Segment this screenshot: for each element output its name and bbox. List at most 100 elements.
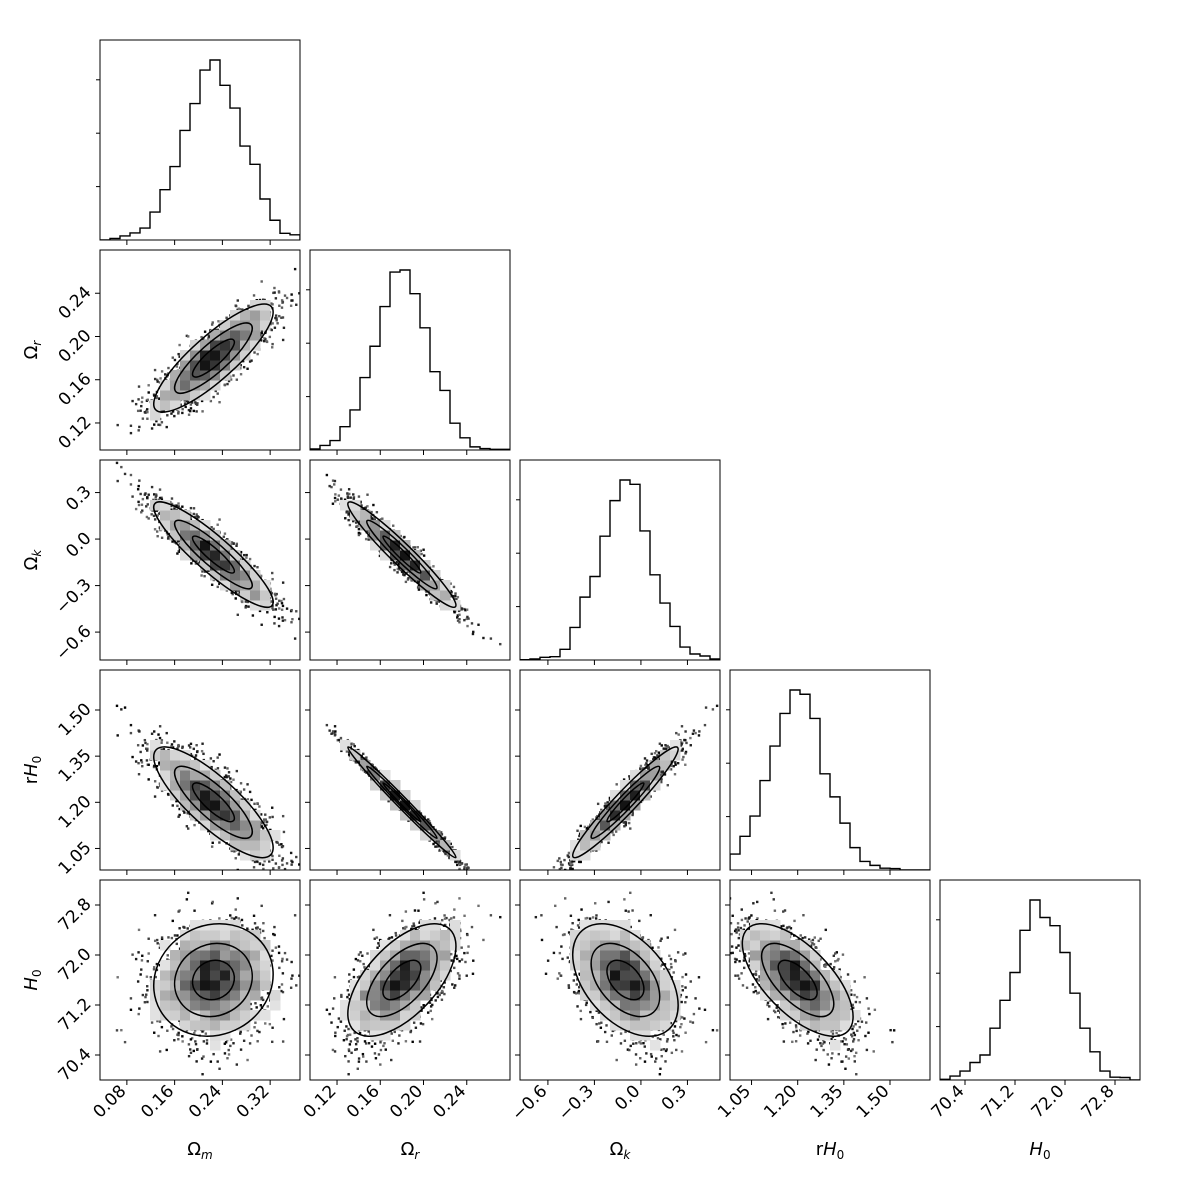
density-cell [220,370,231,381]
sample-point [150,513,153,516]
sample-point [173,507,176,510]
sample-point [154,496,157,499]
sample-point [281,619,285,622]
sample-point [275,603,278,607]
sample-point [192,507,196,510]
sample-point [141,417,145,420]
sample-point [197,515,200,519]
sample-point [210,583,214,586]
sample-point [170,508,173,511]
density-cell [240,580,251,591]
y-tick-label: 0.24 [55,283,96,324]
density-cell [220,360,231,371]
sample-point [295,303,298,306]
sample-point [197,562,200,565]
sample-point [155,509,159,512]
density-cell [210,560,221,571]
sample-point [189,403,193,406]
sample-point [470,622,474,625]
sample-point [209,399,213,403]
sample-point [263,337,266,340]
sample-point [195,410,198,413]
sample-point [178,548,182,552]
density-cell [170,530,181,541]
sample-point [153,509,157,512]
sample-point [175,365,179,368]
sample-point [212,527,215,531]
sample-point [268,335,272,339]
sample-point [234,597,237,600]
density-cell [180,360,191,371]
sample-point [348,523,352,527]
sample-point [271,607,274,610]
sample-point [274,594,277,597]
sample-point [153,493,156,496]
sample-point [241,600,244,604]
sample-point [153,368,157,372]
sample-point [190,562,193,565]
sample-point [466,624,469,628]
y-tick-label: −0.6 [52,621,95,664]
sample-point [139,409,142,412]
sample-point [465,617,468,621]
sample-point [176,552,179,555]
sample-point [259,339,263,342]
sample-point [129,473,133,477]
sample-point [129,424,133,427]
sample-point [158,381,162,384]
sample-point [140,511,143,514]
sample-point [271,342,274,346]
sample-point [392,524,395,527]
sample-point [278,607,281,610]
sample-point [366,505,369,508]
sample-point [153,423,156,426]
sample-point [402,571,405,574]
density-cell [250,600,261,611]
sample-point [331,479,335,482]
sample-point [465,608,469,611]
sample-point [158,397,161,400]
sample-point [251,614,255,617]
sample-point [471,632,475,636]
sample-point [449,590,453,593]
sample-point [282,326,286,330]
sample-point [270,592,273,595]
density-cell [220,320,231,331]
sample-point [253,351,256,354]
sample-point [246,600,250,604]
sample-point [147,384,150,387]
sample-point [370,517,374,520]
scatter-panel-2-1 [305,459,511,665]
sample-point [276,322,279,325]
sample-point [333,483,336,486]
density-cell [150,400,161,411]
sample-point [223,532,227,535]
sample-point [381,517,384,520]
sample-point [272,291,275,295]
sample-point [417,588,421,591]
density-cell [230,330,241,341]
sample-point [147,517,150,520]
sample-point [234,304,237,307]
sample-point [396,571,399,574]
sample-point [166,414,169,417]
sample-point [366,493,369,496]
sample-point [277,290,281,293]
sample-point [120,465,123,469]
density-cell [260,600,271,611]
density-cell [220,350,231,361]
sample-point [344,517,347,520]
sample-point [266,611,269,614]
sample-point [198,560,202,564]
sample-point [269,328,272,331]
sample-point [178,539,181,543]
sample-point [157,498,161,501]
sample-point [242,553,246,557]
sample-point [218,401,221,404]
density-cell [210,360,221,371]
sample-point [432,565,435,568]
sample-point [280,316,283,319]
sample-point [235,544,238,548]
density-cell [250,330,261,341]
density-cell [250,310,261,321]
